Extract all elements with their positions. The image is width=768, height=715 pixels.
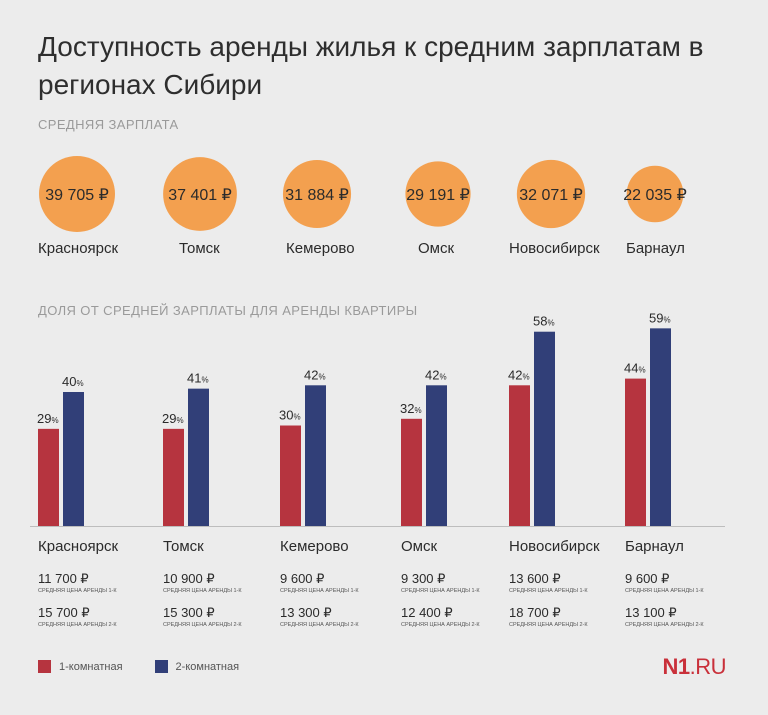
rent-1k-value: 9 300 ₽ — [401, 571, 445, 586]
percent-sign: % — [638, 366, 645, 375]
percent-sign: % — [51, 416, 58, 425]
salary-bubble — [282, 159, 352, 229]
rent-1k-caption: СРЕДНЯЯ ЦЕНА АРЕНДЫ 1-К — [625, 588, 704, 594]
salary-bubble — [39, 156, 115, 232]
city-label-bars: Томск — [163, 538, 204, 555]
salary-bubble — [516, 159, 586, 229]
bar-two-room — [305, 385, 326, 526]
rent-2k-caption: СРЕДНЯЯ ЦЕНА АРЕНДЫ 2-К — [38, 622, 117, 628]
bar-two-room — [188, 388, 209, 526]
legend-swatch-one-room — [38, 660, 51, 673]
rent-2k-value: 15 700 ₽ — [38, 605, 90, 620]
bar-value-label-two-room: 58% — [533, 314, 555, 329]
city-label-bars: Кемерово — [280, 538, 349, 555]
rent-2k-caption: СРЕДНЯЯ ЦЕНА АРЕНДЫ 2-К — [163, 622, 242, 628]
bar-one-room — [280, 425, 301, 526]
logo-suffix: .RU — [689, 654, 727, 679]
rent-1k-caption: СРЕДНЯЯ ЦЕНА АРЕНДЫ 1-К — [509, 588, 588, 594]
legend-item-one-room: 1-комнатная — [38, 660, 123, 673]
rent-1k-value: 11 700 ₽ — [38, 571, 89, 586]
rent-2k-value: 18 700 ₽ — [509, 605, 561, 620]
legend-item-two-room: 2-комнатная — [154, 660, 240, 673]
bar-value-label-one-room: 30% — [279, 408, 301, 423]
salary-value-label: 32 071 ₽ — [519, 187, 583, 204]
bar-value-label-one-room: 32% — [400, 401, 422, 416]
rent-2k-caption: СРЕДНЯЯ ЦЕНА АРЕНДЫ 2-К — [401, 622, 480, 628]
rent-1k-value: 9 600 ₽ — [280, 571, 324, 586]
rent-2k-caption: СРЕДНЯЯ ЦЕНА АРЕНДЫ 2-К — [509, 622, 588, 628]
percent-sign: % — [439, 372, 446, 381]
percent-sign: % — [547, 319, 554, 328]
n1-logo: N1.RU — [662, 654, 726, 680]
percent-sign: % — [522, 372, 529, 381]
bar-value-label-two-room: 59% — [649, 310, 671, 325]
rent-2k-value: 12 400 ₽ — [401, 605, 453, 620]
salary-value-label: 31 884 ₽ — [285, 187, 349, 204]
city-label-bars: Новосибирск — [509, 538, 600, 555]
legend-label-two-room: 2-комнатная — [175, 660, 240, 673]
legend: 1-комнатная 2-комнатная — [38, 660, 271, 673]
legend-label-one-room: 1-комнатная — [59, 660, 123, 673]
rent-2k-value: 13 100 ₽ — [625, 605, 677, 620]
city-label-salary: Новосибирск — [509, 240, 600, 257]
bar-value-label-two-room: 42% — [304, 367, 326, 382]
city-label-salary: Омск — [418, 240, 454, 257]
salary-section-label: СРЕДНЯЯ ЗАРПЛАТА — [38, 117, 179, 132]
bar-one-room — [38, 428, 59, 526]
bar-two-room — [650, 328, 671, 526]
bar-two-room — [534, 331, 555, 526]
bar-value-label-two-room: 42% — [425, 367, 447, 382]
bar-value-label-one-room: 29% — [162, 411, 184, 426]
city-label-bars: Красноярск — [38, 538, 119, 555]
bar-value-label-two-room: 40% — [62, 374, 84, 389]
rent-1k-caption: СРЕДНЯЯ ЦЕНА АРЕНДЫ 1-К — [280, 588, 359, 594]
rent-1k-value: 10 900 ₽ — [163, 571, 215, 586]
salary-value-label: 37 401 ₽ — [168, 187, 232, 204]
bar-one-room — [163, 428, 184, 526]
rent-1k-caption: СРЕДНЯЯ ЦЕНА АРЕНДЫ 1-К — [163, 588, 242, 594]
percent-sign: % — [293, 413, 300, 422]
percent-sign: % — [76, 379, 83, 388]
logo-brand: N1 — [662, 654, 690, 679]
bar-one-room — [625, 378, 646, 526]
bar-value-label-two-room: 41% — [187, 371, 209, 386]
percent-sign: % — [318, 372, 325, 381]
salary-bubble — [405, 161, 471, 227]
bar-value-label-one-room: 29% — [37, 411, 59, 426]
city-label-salary: Кемерово — [286, 240, 355, 257]
rent-1k-value: 9 600 ₽ — [625, 571, 669, 586]
bar-value-label-one-room: 42% — [508, 367, 530, 382]
legend-swatch-two-room — [154, 660, 168, 673]
rent-2k-value: 15 300 ₽ — [163, 605, 215, 620]
salary-value-label: 22 035 ₽ — [623, 187, 687, 204]
percent-sign: % — [201, 376, 208, 385]
bar-two-room — [63, 392, 84, 526]
rent-2k-caption: СРЕДНЯЯ ЦЕНА АРЕНДЫ 2-К — [625, 622, 704, 628]
rent-2k-value: 13 300 ₽ — [280, 605, 332, 620]
bar-one-room — [509, 385, 530, 526]
city-label-bars: Барнаул — [625, 538, 684, 555]
salary-bubble — [626, 165, 684, 223]
bar-two-room — [426, 385, 447, 526]
percent-sign: % — [176, 416, 183, 425]
rent-1k-caption: СРЕДНЯЯ ЦЕНА АРЕНДЫ 1-К — [401, 588, 480, 594]
share-section-label: ДОЛЯ ОТ СРЕДНЕЙ ЗАРПЛАТЫ ДЛЯ АРЕНДЫ КВАР… — [38, 303, 418, 318]
bar-one-room — [401, 418, 422, 526]
salary-bubble — [163, 157, 237, 231]
city-label-salary: Барнаул — [626, 240, 685, 257]
city-label-salary: Красноярск — [38, 240, 119, 257]
salary-value-label: 39 705 ₽ — [45, 187, 109, 204]
rent-1k-caption: СРЕДНЯЯ ЦЕНА АРЕНДЫ 1-К — [38, 588, 117, 594]
city-label-salary: Томск — [179, 240, 220, 257]
salary-value-label: 29 191 ₽ — [406, 187, 470, 204]
percent-sign: % — [663, 315, 670, 324]
percent-sign: % — [414, 406, 421, 415]
bar-value-label-one-room: 44% — [624, 361, 646, 376]
chart-title: Доступность аренды жилья к средним зарпл… — [38, 31, 704, 100]
city-label-bars: Омск — [401, 538, 437, 555]
rent-1k-value: 13 600 ₽ — [509, 571, 561, 586]
rent-2k-caption: СРЕДНЯЯ ЦЕНА АРЕНДЫ 2-К — [280, 622, 359, 628]
